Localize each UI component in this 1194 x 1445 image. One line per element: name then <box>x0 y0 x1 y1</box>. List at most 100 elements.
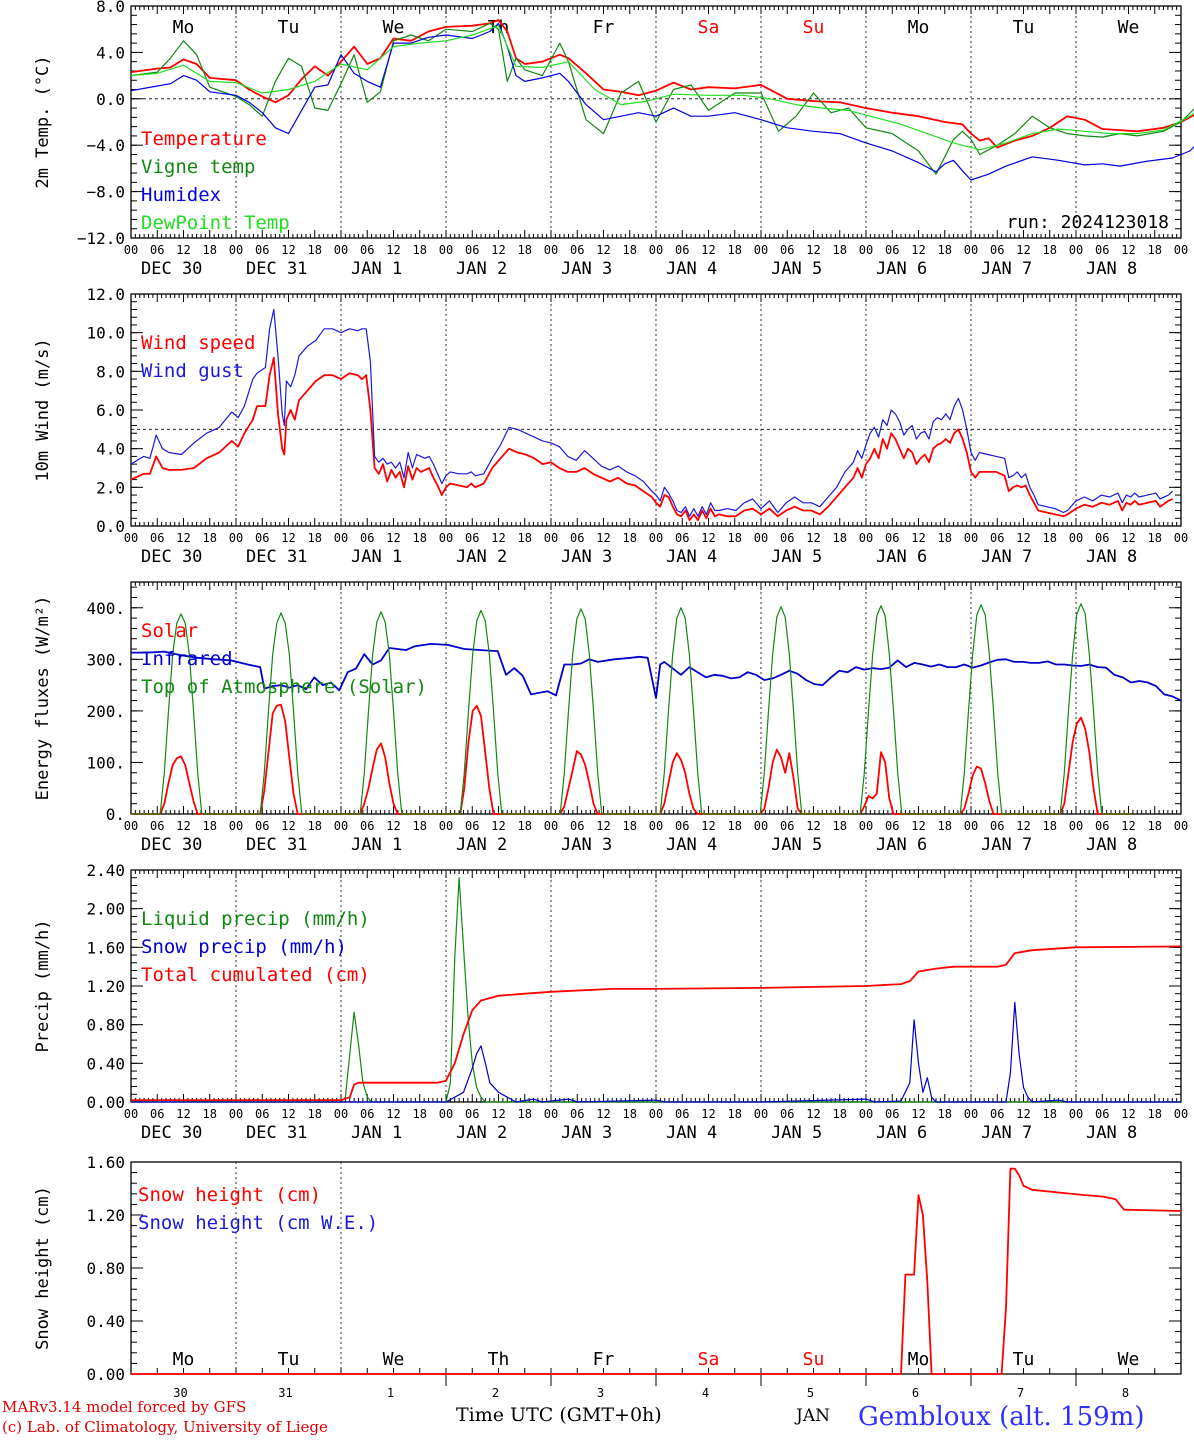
y-tick-label: 0.40 <box>86 1054 125 1073</box>
weekday-label: Tu <box>278 17 300 38</box>
hour-tick-label: 18 <box>308 531 322 545</box>
hour-tick-label: 00 <box>754 531 768 545</box>
hour-tick-label: 00 <box>544 819 558 833</box>
hour-tick-label: 18 <box>413 819 427 833</box>
hour-tick-label: 06 <box>360 243 374 257</box>
date-label: JAN 7 <box>981 547 1032 567</box>
series-line <box>130 25 1194 151</box>
panel-5: 1.60 1.20 0.80 0.40 0.00 Snow height (cm) Mo Tu… <box>33 1153 1182 1400</box>
hour-tick-label: 18 <box>938 243 952 257</box>
weekday-label: Fr <box>593 1349 615 1370</box>
date-label: DEC 31 <box>246 547 307 567</box>
weekday-label: Tu <box>1013 1349 1035 1370</box>
hour-tick-label: 18 <box>308 1107 322 1121</box>
day-number-label: 7 <box>1017 1386 1024 1400</box>
hour-tick-label: 12 <box>386 1107 400 1121</box>
series-line <box>130 22 1194 181</box>
hour-tick-label: 00 <box>859 243 873 257</box>
date-label: DEC 31 <box>246 1123 307 1143</box>
legend-entry: Humidex <box>141 184 221 206</box>
hour-tick-label: 12 <box>386 243 400 257</box>
hour-tick-label: 18 <box>728 243 742 257</box>
hour-tick-label: 00 <box>334 243 348 257</box>
hour-tick-label: 06 <box>1095 531 1109 545</box>
y-axis-title: Snow height (cm) <box>33 1186 53 1350</box>
hour-tick-label: 18 <box>833 243 847 257</box>
date-label: JAN 2 <box>456 1123 507 1143</box>
hour-tick-label: 18 <box>1043 531 1057 545</box>
hour-tick-label: 12 <box>596 243 610 257</box>
date-label: DEC 31 <box>246 259 307 279</box>
hour-tick-label: 00 <box>754 1107 768 1121</box>
weekday-label: Th <box>488 1349 510 1370</box>
hour-tick-label: 12 <box>806 819 820 833</box>
hour-tick-label: 00 <box>1174 531 1188 545</box>
legend-entry: Liquid precip (mm/h) <box>141 908 370 930</box>
hour-tick-label: 18 <box>308 243 322 257</box>
hour-tick-label: 06 <box>360 1107 374 1121</box>
day-number-label: 2 <box>492 1386 499 1400</box>
weekday-label: Mo <box>908 1349 930 1370</box>
series-line <box>130 308 1174 517</box>
hour-tick-label: 00 <box>544 1107 558 1121</box>
hour-tick-label: 06 <box>885 1107 899 1121</box>
hour-tick-label: 18 <box>1148 819 1162 833</box>
hour-tick-label: 00 <box>439 1107 453 1121</box>
series-line <box>131 1167 1182 1375</box>
hour-tick-label: 12 <box>491 1107 505 1121</box>
y-tick-label: 1.20 <box>86 1206 125 1225</box>
date-label: DEC 30 <box>141 259 202 279</box>
hour-tick-label: 00 <box>649 531 663 545</box>
hour-tick-label: 12 <box>701 243 715 257</box>
hour-tick-label: 00 <box>1069 819 1083 833</box>
hour-tick-label: 00 <box>649 243 663 257</box>
hour-tick-label: 18 <box>1043 243 1057 257</box>
date-label: JAN 7 <box>981 259 1032 279</box>
y-tick-label: 10.0 <box>86 324 125 343</box>
weekday-label: Mo <box>908 17 930 38</box>
time-axis-label: Time UTC (GMT+0h) <box>456 1404 662 1426</box>
weekday-label: Mo <box>173 17 195 38</box>
hour-tick-label: 00 <box>964 243 978 257</box>
date-label: JAN 5 <box>771 547 822 567</box>
hour-tick-label: 06 <box>675 819 689 833</box>
hour-tick-label: 06 <box>780 243 794 257</box>
date-label: JAN 3 <box>561 835 612 855</box>
hour-tick-label: 06 <box>570 531 584 545</box>
hour-tick-label: 00 <box>439 819 453 833</box>
weekday-label: We <box>383 17 405 38</box>
panel-1: 00 06 12 18 00 06 12 18 00 06 12 18 00 06 12 18 00 06 12 18… <box>33 0 1194 279</box>
hour-tick-label: 12 <box>491 531 505 545</box>
hour-tick-label: 12 <box>1016 243 1030 257</box>
series-line <box>131 643 1182 702</box>
weekday-label: Su <box>803 1349 825 1370</box>
weekday-label: We <box>1118 1349 1140 1370</box>
hour-tick-label: 00 <box>754 819 768 833</box>
hour-tick-label: 12 <box>281 531 295 545</box>
hour-tick-label: 12 <box>1121 819 1135 833</box>
day-number-label: 1 <box>387 1386 394 1400</box>
date-label: JAN 6 <box>876 835 927 855</box>
hour-tick-label: 00 <box>124 1107 138 1121</box>
day-number-label: 31 <box>278 1386 292 1400</box>
y-tick-label: 4.0 <box>96 43 125 62</box>
hour-tick-label: 06 <box>675 531 689 545</box>
hour-tick-label: 12 <box>1121 1107 1135 1121</box>
y-tick-label: 400. <box>86 599 125 618</box>
date-label: JAN 4 <box>666 835 717 855</box>
date-label: JAN 1 <box>351 1123 402 1143</box>
hour-tick-label: 00 <box>544 531 558 545</box>
series-line <box>131 945 1182 1101</box>
date-label: DEC 30 <box>141 547 202 567</box>
hour-tick-label: 06 <box>1095 243 1109 257</box>
hour-tick-label: 18 <box>1148 1107 1162 1121</box>
weekday-label: We <box>1118 17 1140 38</box>
date-label: JAN 2 <box>456 835 507 855</box>
hour-tick-label: 12 <box>491 243 505 257</box>
day-number-label: 8 <box>1122 1386 1129 1400</box>
hour-tick-label: 00 <box>1174 243 1188 257</box>
hour-tick-label: 06 <box>570 243 584 257</box>
y-tick-label: 1.60 <box>86 1153 125 1172</box>
panel-3: 00 06 12 18 00 06 12 18 00 06 12 18 00 06 12 18 00 06 12 18… <box>33 581 1188 855</box>
hour-tick-label: 12 <box>701 819 715 833</box>
